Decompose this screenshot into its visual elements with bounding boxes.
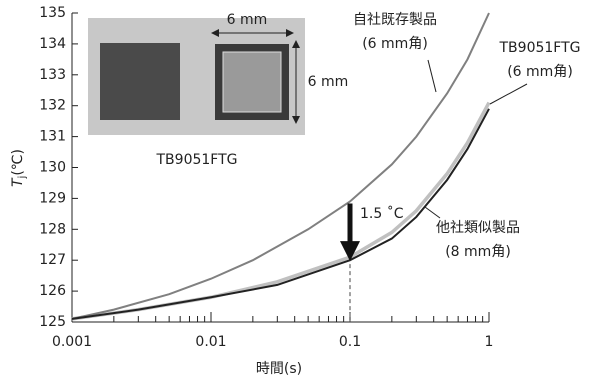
y-tick-label: 127	[39, 252, 66, 268]
y-tick-label: 126	[39, 283, 66, 299]
inset-caption: TB9051FTG	[156, 152, 238, 168]
y-title-unit: (℃)	[10, 149, 26, 176]
inset-photo	[88, 18, 305, 135]
y-tick-label: 135	[39, 5, 66, 21]
y-tick-label: 129	[39, 190, 66, 206]
leader-line	[428, 60, 436, 92]
series-note: (8 mm角)	[445, 244, 511, 260]
series-label: TB9051FTG	[499, 40, 581, 56]
y-tick-label: 131	[39, 129, 66, 145]
y-tick-label: 132	[39, 98, 66, 114]
y-axis-title: Tj(℃)	[10, 149, 28, 187]
inset-height: 6 mm	[308, 74, 349, 90]
annotation: 1.5 ˚C	[360, 205, 404, 222]
leader-line	[490, 84, 527, 104]
series-label: 他社類似製品	[436, 220, 520, 236]
y-tick-label: 134	[39, 36, 66, 52]
y-tick-label: 125	[39, 314, 66, 330]
x-tick-label: 0.001	[52, 334, 92, 350]
series-note: (6 mm角)	[507, 64, 573, 80]
series-line	[72, 103, 489, 319]
x-tick-label: 1	[485, 334, 494, 350]
y-tick-label: 133	[39, 67, 66, 83]
y-tick-label: 130	[39, 160, 66, 176]
x-axis-title: 時間(s)	[256, 361, 302, 377]
leader-line	[425, 207, 440, 218]
chart: 6 mm 6 mm TB9051FTG 時間(s) Tj(℃) 125 126 12…	[0, 0, 596, 383]
inset-width: 6 mm	[227, 12, 268, 28]
x-tick-label: 0.01	[195, 334, 226, 350]
x-tick-label: 0.1	[339, 334, 361, 350]
series-line	[72, 109, 489, 319]
y-tick-label: 128	[39, 221, 66, 237]
series-label: 自社既存製品	[353, 12, 437, 28]
series-note: (6 mm角)	[362, 36, 428, 52]
